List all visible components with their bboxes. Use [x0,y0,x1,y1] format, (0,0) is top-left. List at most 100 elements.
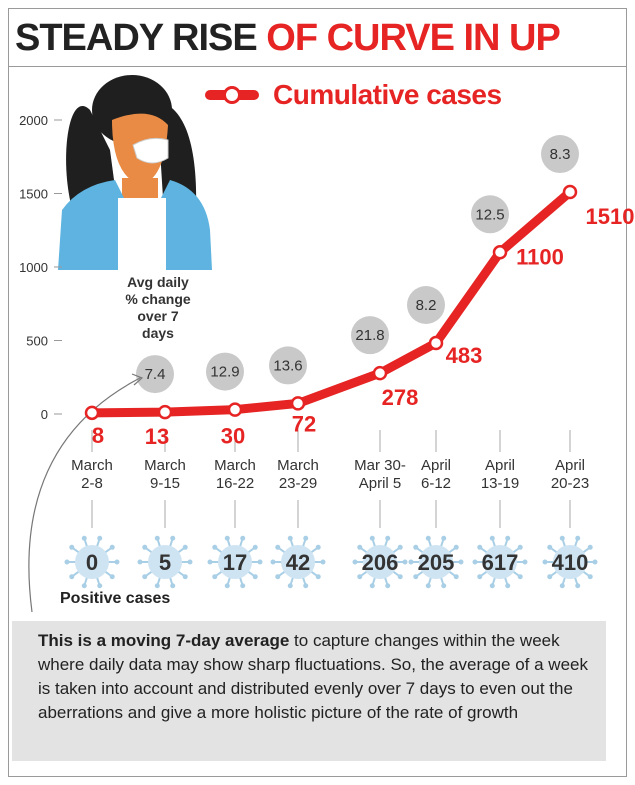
virus-spike-tip [441,535,447,541]
virus-body [363,545,397,579]
virus-spike-tip [458,559,464,565]
virus-spike-tip [357,544,363,550]
virus-spike-tip [477,574,483,580]
virus-spike-tip [397,574,403,580]
virus-spike-tip [587,574,593,580]
virus-spike-tip [240,583,246,589]
virus-spike-tip [477,544,483,550]
x-tick-label: March 9-15 [144,457,186,492]
virus-spike-tip [517,574,523,580]
virus-spike-tip [320,559,326,565]
virus-spike-tip [369,583,375,589]
avg-change-label: 12.5 [475,206,504,223]
data-point [84,405,100,421]
x-tick-label: March 23-29 [277,457,319,492]
avg-change-label: 13.6 [273,357,302,374]
data-point [562,184,578,200]
arrow-head-icon [131,373,144,386]
value-label: 1510 [586,204,635,229]
avg-daily-change-note: Avg daily % change over 7 days [125,274,191,341]
virus-spike-tip [303,583,309,589]
virus-spike-tip [402,559,408,565]
title-part-1: STEADY RISE [15,17,267,59]
virus-spike-tip [270,559,276,565]
series-cumulative-cases [84,184,578,421]
positive-cases-value: 205 [418,550,455,575]
virus-spike-tip [182,544,188,550]
value-label: 278 [382,385,419,410]
virus-spike-tip [69,574,75,580]
value-labels: 8 13 30 72 278 483 1100 1510 [92,204,635,449]
y-tick-label: 500 [26,334,48,349]
avg-change-bubble [541,135,579,174]
avg-change-label: 12.9 [210,364,239,381]
virus-spike-tip [114,559,120,565]
virus-spike-tip [69,544,75,550]
avg-change-bubble [351,316,389,355]
virus-spike-tip [212,544,218,550]
avg-change-label: 7.4 [145,366,166,383]
virus-spike-tip [489,583,495,589]
value-label: 13 [145,424,169,449]
virus-spike-tip [505,583,511,589]
virus-spike-tip [425,583,431,589]
virus-spike-tip [97,535,103,541]
positive-cases-value: 0 [86,550,98,575]
positive-cases-value: 206 [362,550,399,575]
virus-spike-tip [81,535,87,541]
avg-change-bubble [136,355,174,394]
virus-spike-tip [522,559,528,565]
y-tick-label: 1000 [19,260,48,275]
data-point [157,404,173,420]
virus-spike-tip [397,544,403,550]
virus-spike-tip [182,574,188,580]
data-point [372,365,388,381]
virus-spike-tip [575,583,581,589]
legend-line-marker-icon [205,86,259,104]
virus-body [75,545,109,579]
virus-body [148,545,182,579]
x-tick-label-line: 6-12 [421,475,451,492]
virus-spike-tip [170,583,176,589]
avg-change-bubbles: 7.4 12.9 13.6 21.8 8.2 12.5 8.3 [136,135,579,394]
x-tick-label-line: 20-23 [551,475,589,492]
virus-body [218,545,252,579]
x-tick-label-line: 9-15 [150,475,180,492]
virus-spike-tip [109,574,115,580]
virus-spike-tip [505,535,511,541]
value-label: 72 [292,411,316,436]
virus-spike-tip [97,583,103,589]
x-tick-label: Mar 30-April 5 [354,457,406,492]
x-tick-label: April 20-23 [551,457,589,492]
virus-icon [207,535,263,589]
virus-spike-tip [352,559,358,565]
x-tick-label: April 13-19 [481,457,519,492]
virus-spike-tip [547,544,553,550]
virus-spike-tip [252,574,258,580]
virus-icon [137,535,193,589]
woman-with-mask-illustration [58,75,212,270]
avg-change-label: 8.2 [416,297,437,314]
y-tick-label: 2000 [19,113,48,128]
x-tick-label-line: 2-8 [81,475,103,492]
virus-spike-tip [224,583,230,589]
x-tick-label-line: March [144,457,186,474]
footnote-bold: This is a moving 7-day average [38,631,290,650]
virus-spike-tip [287,535,293,541]
data-point [290,396,306,411]
virus-spike-tip [212,574,218,580]
virus-spike-tip [154,535,160,541]
x-tick-label-line: 13-19 [481,475,519,492]
virus-spike-tip [137,559,143,565]
positive-cases-value: 410 [552,550,589,575]
avg-change-bubble [407,285,445,324]
virus-spike-tip [472,559,478,565]
value-label: 1100 [516,244,564,269]
virus-spike-tip [142,544,148,550]
virus-spike-tip [224,535,230,541]
arrow-to-first-change [28,377,141,613]
virus-spike-tip [441,583,447,589]
x-tick-label-line: April [485,457,515,474]
avg-change-bubble [206,352,244,391]
